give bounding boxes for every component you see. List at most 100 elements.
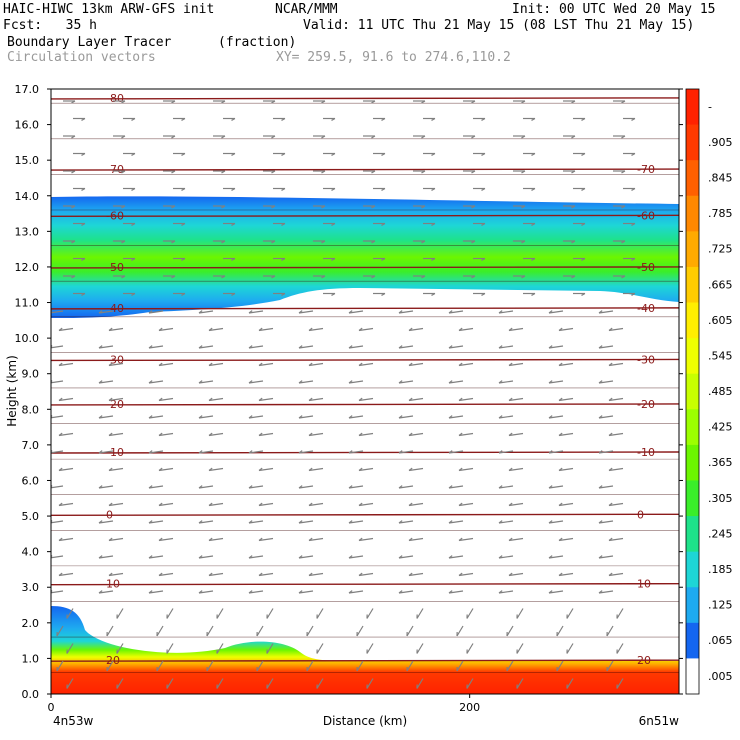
circulation-vector — [163, 240, 176, 244]
colorbar-swatch — [686, 480, 699, 517]
circulation-vector — [416, 643, 424, 654]
circulation-vector — [558, 397, 574, 402]
circulation-vector — [258, 327, 274, 332]
circulation-vector — [123, 187, 136, 191]
isotherm-label: 10 — [106, 578, 120, 591]
circulation-vector — [158, 502, 174, 507]
circulation-vector — [406, 660, 414, 672]
circulation-vector — [408, 362, 424, 367]
circulation-vector — [598, 520, 614, 524]
isotherm-label: 0 — [106, 508, 113, 521]
circulation-vector — [598, 450, 614, 454]
circulation-vector — [358, 397, 374, 402]
circulation-vector — [123, 257, 136, 261]
circulation-vector — [248, 380, 264, 384]
circulation-vector — [58, 502, 74, 507]
colorbar-label: .485 — [708, 385, 733, 398]
circulation-vector — [213, 100, 226, 104]
circulation-vector — [563, 240, 576, 244]
circulation-vector — [316, 678, 324, 689]
circulation-vector — [273, 292, 286, 296]
circulation-vector — [523, 292, 536, 296]
circulation-vector — [608, 432, 624, 437]
circulation-vector — [623, 187, 636, 191]
circulation-vector — [348, 415, 364, 419]
circulation-vector — [573, 152, 586, 156]
colorbar-label: .605 — [708, 314, 733, 327]
circulation-vector — [363, 135, 376, 139]
circulation-vector — [498, 345, 514, 349]
circulation-vector — [148, 590, 164, 594]
circulation-vector — [298, 345, 314, 349]
circulation-vector — [458, 327, 474, 332]
circulation-vector — [523, 152, 536, 156]
circulation-vector — [448, 555, 464, 559]
circulation-vector — [423, 257, 436, 261]
circulation-vector — [248, 555, 264, 559]
circulation-vector — [206, 660, 214, 672]
circulation-vector — [248, 415, 264, 419]
circulation-vector — [213, 275, 226, 279]
circulation-vector — [113, 205, 126, 209]
circulation-vector — [616, 608, 624, 619]
circulation-vector — [463, 205, 476, 209]
circulation-vector — [313, 170, 326, 174]
colorbar-swatch — [686, 89, 699, 126]
isotherm-label: 20 — [106, 654, 120, 667]
colorbar-swatch — [686, 231, 699, 268]
y-tick-label: 13.0 — [15, 225, 40, 238]
isotherm-line — [51, 307, 679, 310]
circulation-vector — [613, 135, 626, 139]
circulation-vector — [256, 625, 264, 637]
circulation-vector — [358, 362, 374, 367]
colorbar-label: .005 — [708, 670, 733, 683]
circulation-vector — [508, 432, 524, 437]
circulation-vector — [356, 625, 364, 637]
circulation-vector — [363, 205, 376, 209]
colorbar-swatch — [686, 587, 699, 624]
circulation-vector — [198, 310, 214, 314]
circulation-vector — [508, 537, 524, 542]
circulation-vector — [498, 380, 514, 384]
circulation-vector — [373, 222, 386, 226]
circulation-vector — [308, 502, 324, 507]
circulation-vector — [73, 117, 86, 121]
circulation-vector — [513, 135, 526, 139]
circulation-vector — [563, 205, 576, 209]
circulation-vector — [398, 345, 414, 349]
circulation-vector — [458, 467, 474, 472]
circulation-vector — [598, 310, 614, 314]
circulation-vector — [498, 485, 514, 489]
circulation-vector — [223, 187, 236, 191]
circulation-vector — [566, 643, 574, 654]
circulation-vector — [563, 100, 576, 104]
isotherm-line — [51, 403, 679, 406]
model-title: HAIC-HIWC 13km ARW-GFS init — [3, 2, 215, 17]
isotherm-label: 10 — [637, 578, 651, 591]
circulation-vector — [298, 590, 314, 594]
circulation-vector — [198, 415, 214, 419]
circulation-vector — [306, 660, 314, 672]
circulation-vector — [398, 415, 414, 419]
upper-tracer-layer — [51, 196, 679, 318]
circulation-vector — [113, 100, 126, 104]
x-axis-title: Distance (km) — [323, 714, 407, 728]
circulation-vector — [148, 380, 164, 384]
circulation-vector — [548, 345, 564, 349]
colorbar-swatch — [686, 622, 699, 659]
y-tick-label: 17.0 — [15, 83, 40, 96]
field-units: (fraction) — [218, 35, 297, 50]
circulation-vector — [398, 520, 414, 524]
circulation-vector — [608, 397, 624, 402]
circulation-vector — [363, 170, 376, 174]
circulation-vector — [258, 467, 274, 472]
circulation-vector — [158, 327, 174, 332]
circulation-vector — [66, 608, 74, 619]
circulation-vector — [598, 485, 614, 489]
circulation-vector — [608, 327, 624, 332]
circulation-vector — [348, 345, 364, 349]
circulation-vector — [598, 415, 614, 419]
colorbar-swatch — [686, 444, 699, 481]
circulation-vector — [573, 187, 586, 191]
colorbar-label: .725 — [708, 243, 733, 256]
